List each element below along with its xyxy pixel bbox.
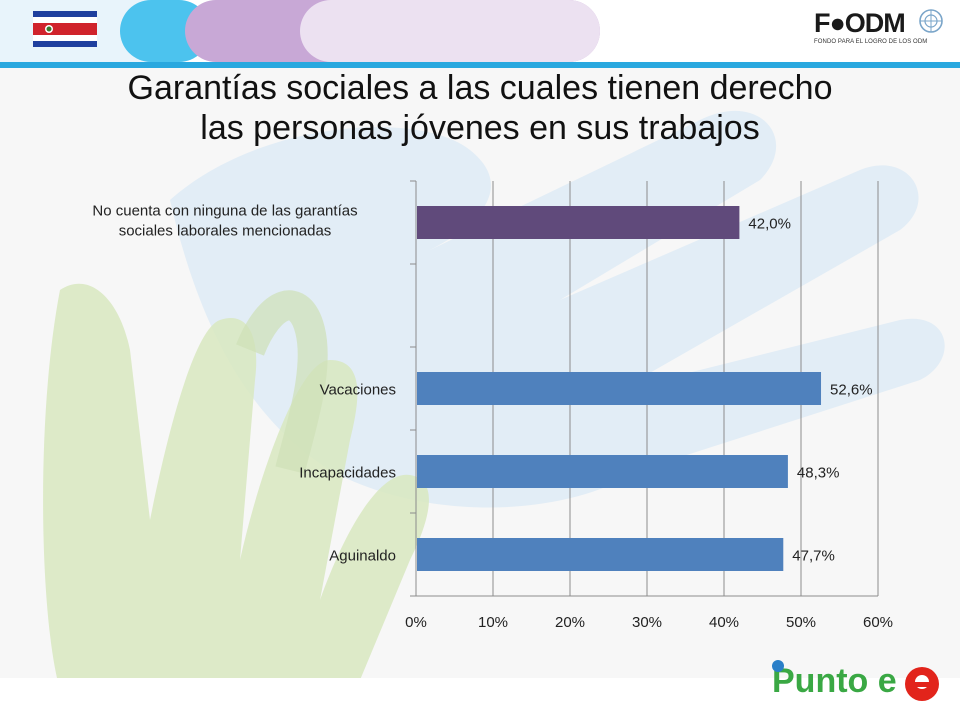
- punto-e-logo: Punto e: [772, 660, 939, 701]
- data-label: 52,6%: [830, 382, 873, 399]
- category-label: Incapacidades: [299, 465, 396, 482]
- x-tick-label: 60%: [863, 614, 893, 631]
- x-tick-label: 50%: [786, 614, 816, 631]
- category-label: No cuenta con ninguna de las garantías: [92, 203, 357, 220]
- x-tick-label: 40%: [709, 614, 739, 631]
- bar: [417, 455, 788, 488]
- data-label: 48,3%: [797, 465, 840, 482]
- category-label: sociales laborales mencionadas: [119, 223, 332, 240]
- bar: [417, 372, 822, 405]
- fodm-logo: F●ODM FONDO PARA EL LOGRO DE LOS ODM: [814, 8, 946, 56]
- un-emblem-icon: [919, 9, 943, 33]
- category-label: Aguinaldo: [329, 548, 396, 565]
- x-tick-label: 0%: [405, 614, 427, 631]
- x-tick-label: 20%: [555, 614, 585, 631]
- fodm-logo-subtitle: FONDO PARA EL LOGRO DE LOS ODM: [814, 39, 928, 45]
- data-label: 42,0%: [748, 216, 791, 233]
- fodm-logo-text: F●ODM: [814, 8, 906, 38]
- data-label: 47,7%: [792, 548, 835, 565]
- header-band: [0, 0, 960, 68]
- x-tick-label: 10%: [478, 614, 508, 631]
- category-label: Vacaciones: [320, 382, 396, 399]
- bar: [417, 206, 740, 239]
- x-tick-label: 30%: [632, 614, 662, 631]
- slide-title-line-1: Garantías sociales a las cuales tienen d…: [127, 69, 833, 107]
- punto-e-logo-text: Punto e: [772, 662, 897, 700]
- slide-title-line-2: las personas jóvenes en sus trabajos: [200, 109, 760, 147]
- costa-rica-flag-icon: [33, 11, 97, 47]
- bar: [417, 538, 784, 571]
- slide-title: Garantías sociales a las cuales tienen d…: [0, 68, 960, 148]
